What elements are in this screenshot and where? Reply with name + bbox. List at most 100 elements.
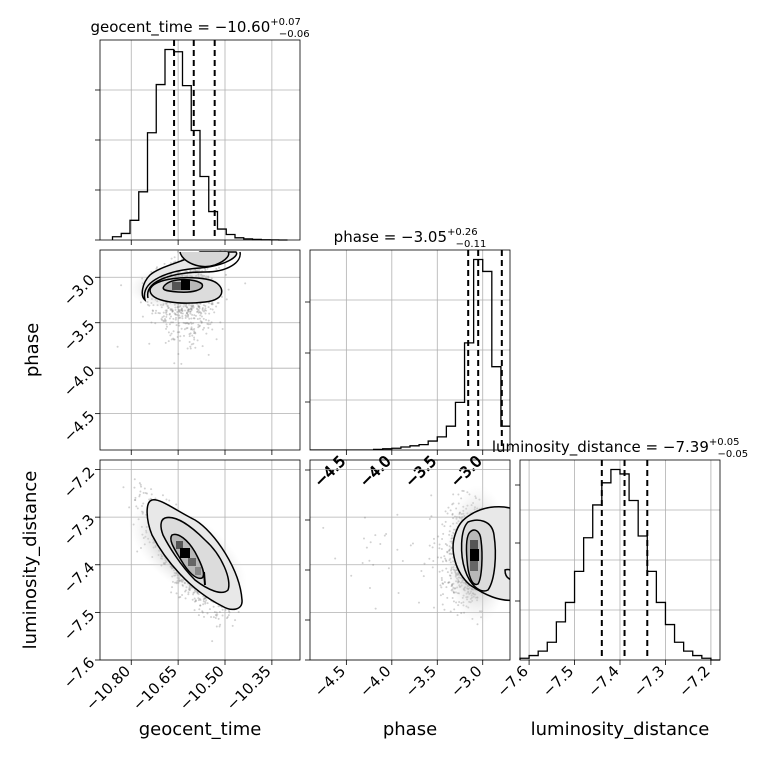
scatter-point bbox=[197, 323, 200, 326]
scatter-point bbox=[196, 318, 199, 321]
scatter-point bbox=[397, 591, 400, 594]
scatter-point bbox=[193, 600, 196, 603]
scatter-point bbox=[199, 604, 202, 607]
scatter-point bbox=[176, 335, 179, 338]
xlabel-phase: phase bbox=[383, 719, 437, 740]
scatter-point bbox=[154, 497, 157, 500]
scatter-point bbox=[154, 312, 157, 315]
density-cell bbox=[470, 561, 478, 571]
scatter-point bbox=[175, 316, 178, 319]
xtick-marks: −7.6 −7.5 −7.4 −7.3 −7.2 bbox=[493, 660, 714, 701]
scatter-point bbox=[198, 317, 201, 320]
scatter-point bbox=[172, 330, 175, 333]
scatter-point bbox=[150, 321, 153, 324]
scatter-point bbox=[139, 490, 142, 493]
scatter-point bbox=[165, 313, 168, 316]
histogram-luminosity_distance bbox=[519, 468, 720, 661]
scatter-point bbox=[210, 615, 213, 618]
xtick-marks: −4.5 −4.0 −3.5 −3.0 bbox=[311, 660, 486, 701]
scatter-point bbox=[363, 516, 366, 519]
scatter-point bbox=[145, 492, 148, 495]
scatter-point bbox=[168, 499, 171, 502]
scatter-point bbox=[158, 312, 161, 315]
title-param: luminosity_distance bbox=[492, 438, 641, 457]
scatter-point bbox=[194, 600, 197, 603]
scatter-point bbox=[194, 314, 197, 317]
scatter-point bbox=[437, 535, 440, 538]
scatter-point bbox=[428, 557, 431, 560]
xtick-label: −10.35 bbox=[223, 662, 275, 714]
title-param: phase bbox=[334, 228, 379, 246]
scatter-point bbox=[224, 608, 227, 611]
scatter-point bbox=[201, 307, 204, 310]
scatter-point bbox=[179, 316, 182, 319]
scatter-point bbox=[178, 596, 181, 599]
xtick-label: −10.50 bbox=[176, 662, 228, 714]
xtick-label: −7.4 bbox=[584, 662, 622, 700]
scatter-point bbox=[165, 310, 168, 313]
xtick-label: −7.6 bbox=[493, 662, 531, 700]
scatter-point bbox=[139, 483, 142, 486]
scatter-point bbox=[164, 319, 167, 322]
scatter-point bbox=[387, 567, 390, 570]
scatter-point bbox=[185, 327, 188, 330]
scatter-point bbox=[184, 317, 187, 320]
scatter-point bbox=[201, 308, 204, 311]
scatter-point bbox=[133, 478, 136, 481]
scatter-point bbox=[443, 608, 446, 611]
scatter-point bbox=[168, 317, 171, 320]
scatter-point bbox=[431, 546, 434, 549]
scatter-point bbox=[194, 346, 197, 349]
xlabel-luminosity_distance: luminosity_distance bbox=[531, 719, 710, 740]
scatter-point bbox=[217, 301, 220, 304]
scatter-point bbox=[383, 534, 386, 537]
scatter-point bbox=[225, 298, 228, 301]
scatter-point bbox=[432, 559, 435, 562]
scatter-point bbox=[120, 284, 123, 287]
scatter-point bbox=[211, 328, 214, 331]
scatter-point bbox=[200, 312, 203, 315]
scatter-point bbox=[157, 311, 160, 314]
scatter-point bbox=[186, 312, 189, 315]
scatter-point bbox=[216, 613, 219, 616]
panel-luminosity_distance-vs-phase: −4.5 −4.0 −3.5 −3.0 phase bbox=[305, 459, 511, 740]
scatter-point bbox=[162, 320, 165, 323]
scatter-point bbox=[186, 347, 189, 350]
panel-luminosity_distance-vs-geocent_time: −10.80−10.65−10.50−10.35 −7.2−7.3−7.4−7.… bbox=[20, 459, 301, 740]
scatter-point bbox=[441, 603, 444, 606]
ylabel-phase: phase bbox=[22, 323, 43, 377]
scatter-point bbox=[411, 542, 414, 545]
scatter-point bbox=[174, 260, 177, 263]
scatter-point bbox=[217, 617, 220, 620]
scatter-point bbox=[175, 324, 178, 327]
ytick-label: −3.5 bbox=[60, 316, 98, 354]
scatter-point bbox=[221, 608, 224, 611]
scatter-point bbox=[160, 318, 163, 321]
scatter-point bbox=[122, 486, 125, 489]
scatter-point bbox=[176, 331, 179, 334]
scatter-point bbox=[171, 310, 174, 313]
scatter-point bbox=[215, 625, 218, 628]
scatter-point bbox=[185, 321, 188, 324]
scatter-point bbox=[440, 576, 443, 579]
title-minus: −0.11 bbox=[456, 239, 487, 250]
scatter-point bbox=[190, 322, 193, 325]
scatter-point bbox=[187, 322, 190, 325]
xtick-label: −10.65 bbox=[129, 662, 181, 714]
scatter-point bbox=[226, 616, 229, 619]
scatter-point bbox=[225, 617, 228, 620]
scatter-point bbox=[193, 597, 196, 600]
scatter-point bbox=[172, 338, 175, 341]
scatter-point bbox=[452, 502, 455, 505]
title-phase: phase = −3.05+0.26 −0.11 bbox=[334, 227, 487, 250]
density-mode-cell bbox=[470, 549, 479, 561]
scatter-point bbox=[188, 341, 191, 344]
scatter-point bbox=[449, 509, 452, 512]
scatter-point bbox=[180, 312, 183, 315]
xtick-label: −4.0 bbox=[356, 452, 394, 490]
scatter-point bbox=[207, 353, 210, 356]
scatter-point bbox=[196, 310, 199, 313]
scatter-point bbox=[440, 548, 443, 551]
scatter-point bbox=[175, 592, 178, 595]
scatter-point bbox=[198, 324, 201, 327]
